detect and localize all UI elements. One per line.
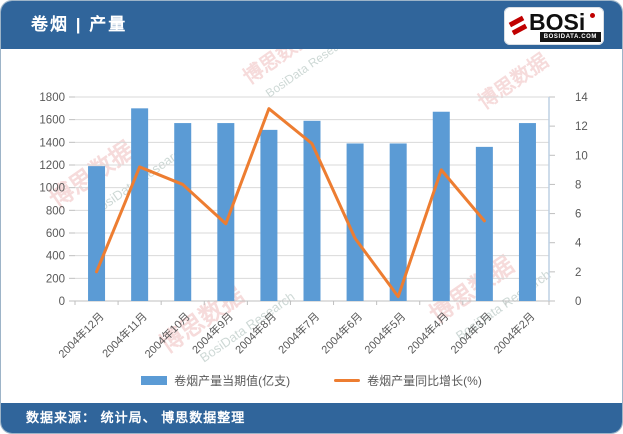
page-title: 卷烟 | 产量 [31, 15, 128, 34]
left-axis-tick-label: 400 [46, 251, 65, 263]
x-axis-label: 2004年2月 [490, 309, 537, 356]
left-axis-tick-label: 1000 [39, 183, 65, 195]
right-axis-tick-label: 4 [575, 238, 582, 250]
right-axis-tick-label: 6 [575, 209, 581, 221]
logo-text: BOSi [529, 9, 586, 35]
legend-label-bars: 卷烟产量当期值(亿支) [174, 374, 291, 388]
trend-line [95, 107, 486, 299]
right-axis-tick-label: 8 [575, 179, 581, 191]
x-axis-label: 2004年7月 [275, 309, 322, 356]
x-axis-label: 2004年6月 [318, 309, 365, 356]
left-axis-tick-label: 1600 [39, 115, 65, 127]
logo-subtext: BOSIDATA.COM [539, 32, 601, 42]
legend-item-line: 卷烟产量同比增长(%) [334, 372, 482, 389]
x-axis-label: 2004年4月 [404, 309, 451, 356]
bar [518, 123, 536, 301]
right-axis-tick-label: 2 [575, 267, 581, 279]
line-swatch-icon [334, 379, 361, 382]
x-axis-label: 2004年3月 [447, 309, 494, 356]
legend-label-line: 卷烟产量同比增长(%) [367, 374, 482, 388]
x-axis-label: 2004年8月 [232, 309, 279, 356]
logo-dot-icon [590, 13, 595, 18]
bar [346, 143, 364, 301]
bar [389, 143, 407, 301]
bosi-logo: BOSi BOSIDATA.COM [504, 7, 604, 45]
bar [217, 123, 235, 301]
data-source-text: 数据来源： 统计局、 博思数据整理 [26, 410, 246, 425]
bar [475, 146, 493, 301]
x-axis-label: 2004年12月 [55, 309, 106, 360]
legend-item-bars: 卷烟产量当期值(亿支) [141, 372, 290, 389]
left-axis-tick-label: 800 [46, 205, 65, 217]
right-axis-tick-label: 0 [575, 296, 581, 308]
left-axis-tick-label: 600 [46, 228, 65, 240]
bar [260, 129, 278, 301]
footer-bar: 数据来源： 统计局、 博思数据整理 [1, 403, 622, 433]
left-axis-tick-label: 1200 [39, 160, 65, 172]
left-axis-tick-label: 1400 [39, 137, 65, 149]
x-axis-label: 2004年10月 [141, 309, 192, 360]
bar [432, 111, 450, 301]
bar-swatch-icon [141, 376, 168, 385]
x-axis-label: 2004年9月 [189, 309, 236, 356]
right-axis-tick-label: 10 [575, 150, 588, 162]
left-axis-tick-label: 200 [46, 273, 65, 285]
bar [131, 108, 149, 301]
right-axis-tick-label: 14 [575, 92, 588, 104]
chart-legend: 卷烟产量当期值(亿支) 卷烟产量同比增长(%) [1, 372, 622, 389]
bar [303, 120, 321, 301]
right-axis-tick-label: 12 [575, 121, 588, 133]
x-axis-label: 2004年5月 [361, 309, 408, 356]
bar [88, 166, 106, 301]
bar [174, 123, 192, 301]
left-axis-tick-label: 0 [59, 296, 65, 308]
left-axis-tick-label: 1800 [39, 92, 65, 104]
